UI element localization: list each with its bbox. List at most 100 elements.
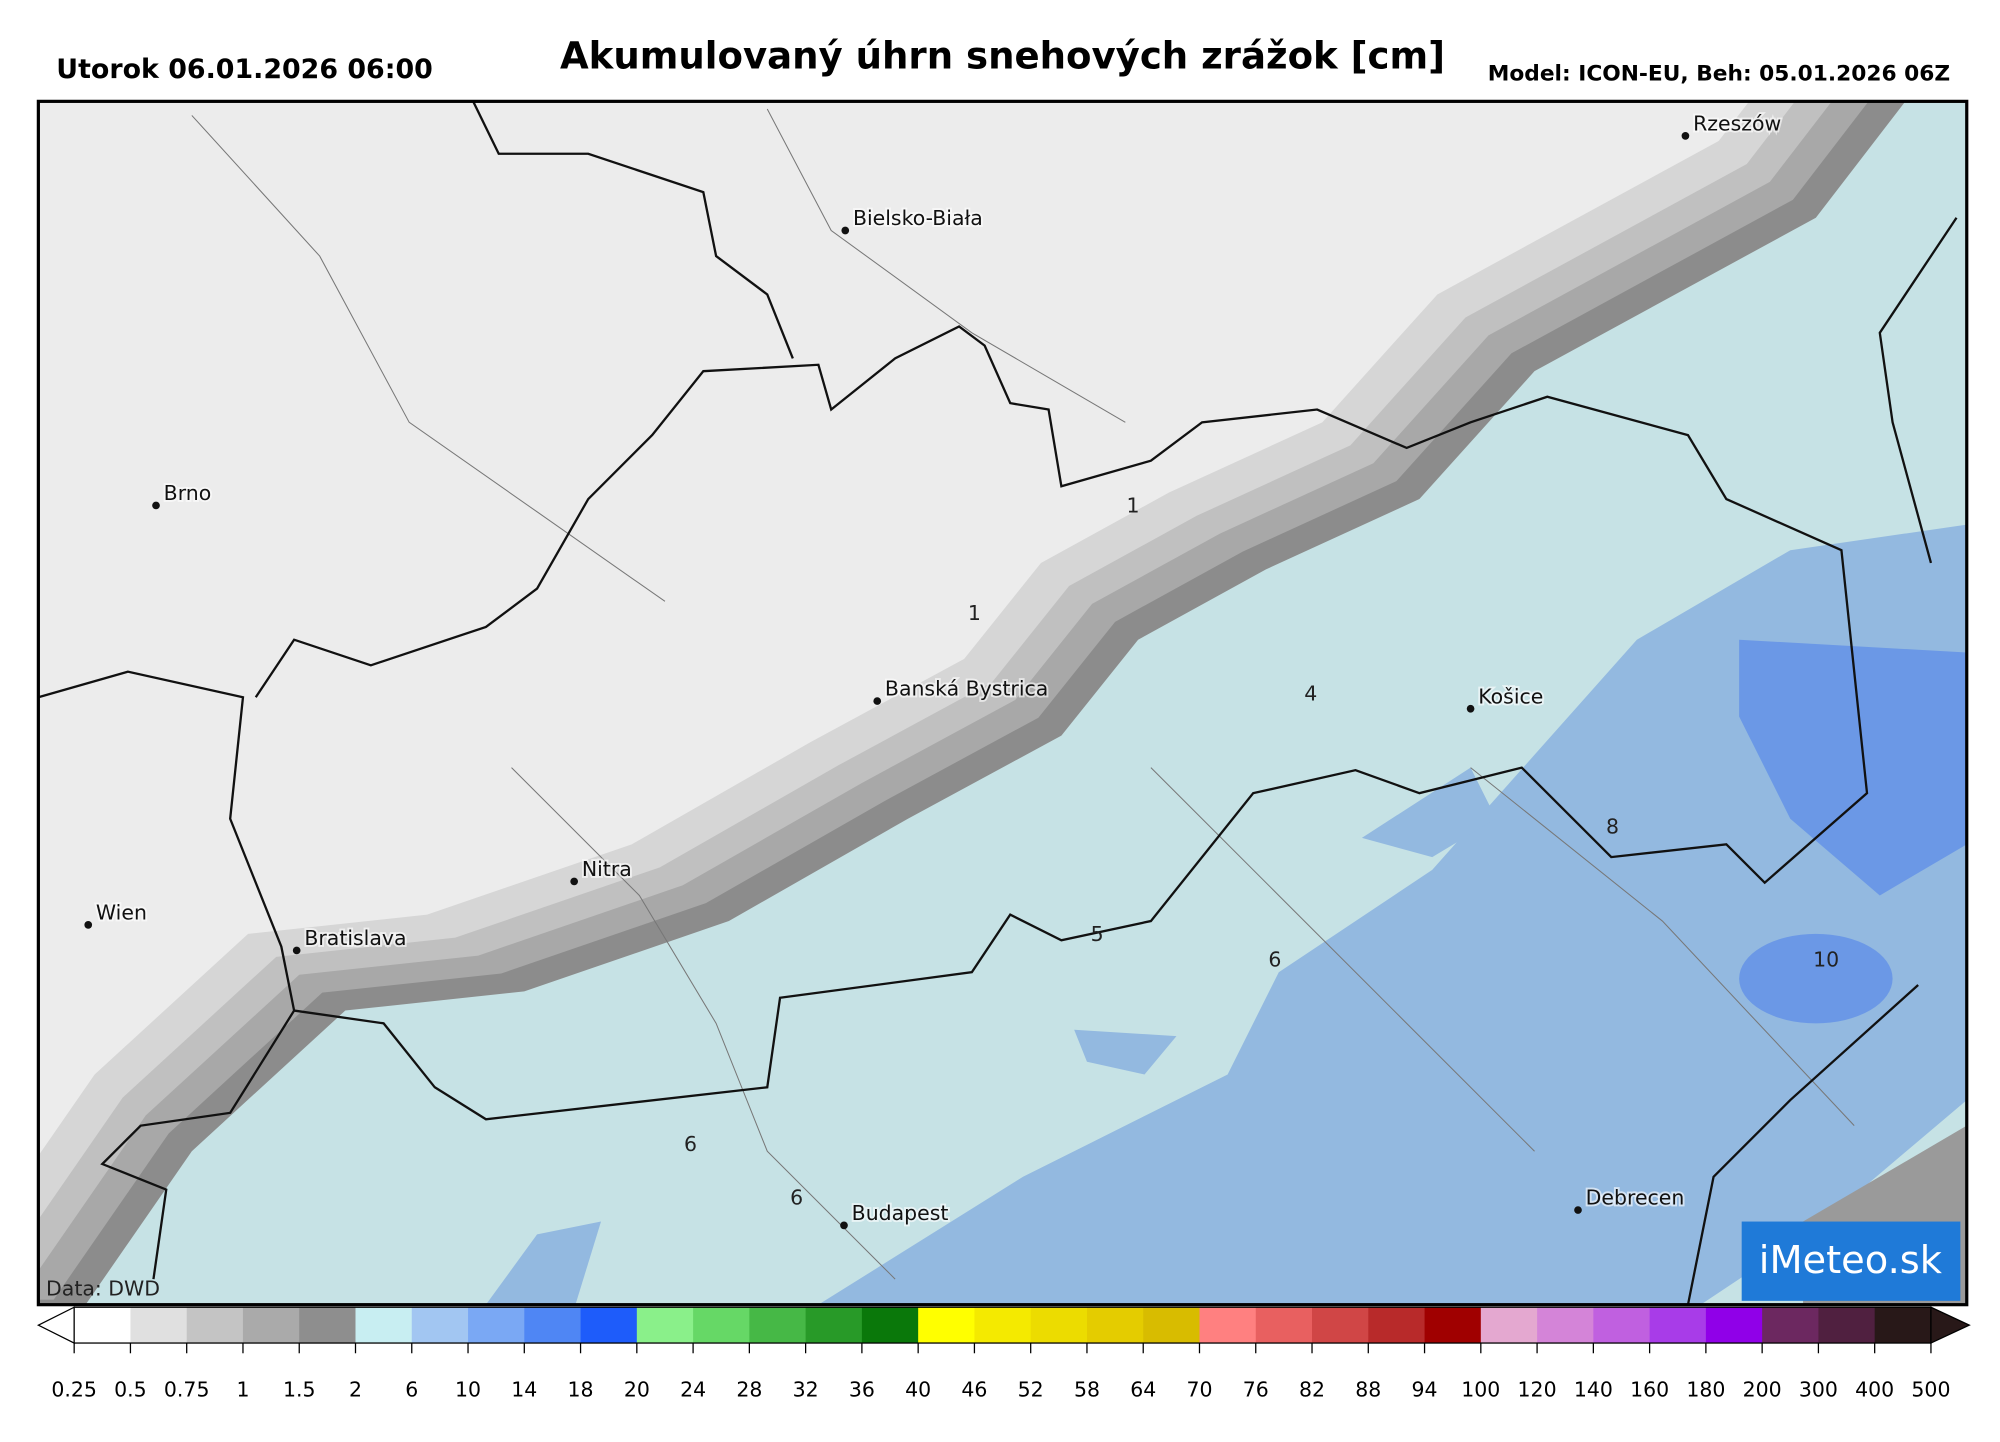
colorbar-tick-label: 40 bbox=[905, 1377, 931, 1401]
colorbar-cell bbox=[1255, 1307, 1313, 1344]
city-label: Nitra bbox=[582, 857, 632, 881]
colorbar-cell bbox=[1030, 1307, 1088, 1344]
data-credit: Data: DWD bbox=[46, 1276, 160, 1300]
colorbar-cell bbox=[468, 1307, 525, 1344]
city-label: Brno bbox=[164, 481, 212, 505]
colorbar-tick-label: 94 bbox=[1412, 1377, 1438, 1401]
date-label: Utorok 06.01.2026 06:00 bbox=[56, 54, 433, 85]
colorbar-tick-label: 76 bbox=[1243, 1377, 1269, 1401]
colorbar-cell bbox=[1649, 1307, 1707, 1344]
city-label: Bielsko-Biała bbox=[853, 206, 983, 230]
colorbar-cell bbox=[411, 1307, 469, 1344]
colorbar-tick-label: 28 bbox=[736, 1377, 762, 1401]
colorbar-tick-label: 46 bbox=[961, 1377, 987, 1401]
map-frame bbox=[36, 99, 1969, 1307]
colorbar-tick-label: 10 bbox=[455, 1377, 481, 1401]
colorbar-tick-label: 300 bbox=[1799, 1377, 1838, 1401]
colorbar-tick-label: 2 bbox=[349, 1377, 362, 1401]
title: Akumulovaný úhrn snehových zrážok [cm] bbox=[560, 34, 1445, 77]
colorbar-tick-label: 400 bbox=[1855, 1377, 1894, 1401]
colorbar-cell bbox=[1424, 1307, 1482, 1344]
colorbar-cell bbox=[918, 1307, 975, 1344]
city-dot bbox=[873, 697, 882, 705]
colorbar-tick-label: 160 bbox=[1630, 1377, 1669, 1401]
colorbar-tick-label: 0.5 bbox=[114, 1377, 147, 1401]
colorbar-cell bbox=[749, 1307, 807, 1344]
colorbar-cell bbox=[355, 1307, 413, 1344]
colorbar-cell bbox=[974, 1307, 1032, 1344]
colorbar-cell bbox=[1593, 1307, 1651, 1344]
colorbar-tick-label: 24 bbox=[680, 1377, 706, 1401]
contour-label: 1 bbox=[1126, 494, 1139, 518]
colorbar-tick-label: 18 bbox=[568, 1377, 594, 1401]
city-label: Bratislava bbox=[304, 926, 406, 950]
colorbar-cell bbox=[186, 1307, 244, 1344]
colorbar-cell bbox=[1818, 1307, 1876, 1344]
city-dot bbox=[841, 226, 850, 235]
logo-box bbox=[1741, 1221, 1961, 1301]
blue-areas bbox=[485, 524, 1967, 1305]
city-label: Debrecen bbox=[1586, 1186, 1685, 1210]
colorbar-tick-label: 32 bbox=[793, 1377, 819, 1401]
contour-label: 10 bbox=[1813, 948, 1839, 972]
city-label: Košice bbox=[1478, 684, 1543, 708]
colorbar-tick-label: 82 bbox=[1299, 1377, 1325, 1401]
colorbar-tick-label: 200 bbox=[1743, 1377, 1782, 1401]
colorbar-tick-label: 500 bbox=[1911, 1377, 1950, 1401]
city-dot bbox=[84, 921, 93, 929]
contour-label: 1 bbox=[968, 601, 981, 625]
colorbar-cell bbox=[1874, 1307, 1932, 1344]
colorbar-tick-label: 70 bbox=[1186, 1377, 1212, 1401]
contour-label: 6 bbox=[1268, 948, 1281, 972]
country-borders bbox=[38, 101, 1958, 1305]
contour-label: 8 bbox=[1606, 815, 1619, 839]
city-dot bbox=[152, 501, 160, 510]
colorbar-cell bbox=[636, 1307, 694, 1344]
contour-label: 4 bbox=[1304, 682, 1317, 706]
colorbar-tick-label: 6 bbox=[405, 1377, 418, 1401]
colorbar-tick-label: 64 bbox=[1130, 1377, 1156, 1401]
model-label: Model: ICON-EU, Beh: 05.01.2026 06Z bbox=[1488, 61, 1950, 86]
contour-label: 6 bbox=[790, 1186, 803, 1210]
logo: iMeteo.sk bbox=[1759, 1238, 1943, 1283]
colorbar-tick-label: 100 bbox=[1461, 1377, 1500, 1401]
colorbar-cell bbox=[1705, 1307, 1763, 1344]
colorbar-tick-label: 1.5 bbox=[283, 1377, 316, 1401]
city-dot bbox=[1574, 1206, 1582, 1214]
colorbar-cell bbox=[1199, 1307, 1257, 1344]
colorbar-tick-label: 1 bbox=[236, 1377, 249, 1401]
colorbar-cell bbox=[1537, 1307, 1594, 1344]
regional-borders bbox=[191, 108, 1855, 1280]
colorbar-cell bbox=[1762, 1307, 1819, 1344]
colorbar-tick-label: 58 bbox=[1074, 1377, 1100, 1401]
colorbar-cell bbox=[1368, 1307, 1425, 1344]
colorbar-cell bbox=[242, 1307, 300, 1344]
colorbar-tick-label: 20 bbox=[624, 1377, 650, 1401]
colorbar-cell bbox=[1312, 1307, 1369, 1344]
colorbar-over bbox=[1930, 1306, 1971, 1345]
colorbar-tick-label: 52 bbox=[1018, 1377, 1044, 1401]
colorbar-cell bbox=[74, 1307, 131, 1344]
colorbar-cell bbox=[861, 1307, 919, 1344]
colorbar-tick-label: 88 bbox=[1355, 1377, 1381, 1401]
colorbar-cell bbox=[130, 1307, 188, 1344]
colorbar-tick-label: 120 bbox=[1518, 1377, 1557, 1401]
contour-label: 6 bbox=[684, 1132, 697, 1156]
city-label: Wien bbox=[96, 900, 147, 924]
colorbar-tick-label: 0.75 bbox=[164, 1377, 210, 1401]
colorbar-cell bbox=[299, 1307, 356, 1344]
city-dot bbox=[292, 946, 301, 955]
city-dot bbox=[1466, 704, 1475, 713]
colorbar-under bbox=[36, 1306, 75, 1345]
city-dot bbox=[570, 877, 579, 886]
city-label: Banská Bystrica bbox=[885, 677, 1048, 701]
colorbar-cell bbox=[524, 1307, 581, 1344]
colorbar-tick-label: 180 bbox=[1686, 1377, 1725, 1401]
city-dot bbox=[840, 1221, 848, 1230]
colorbar-tick-label: 0.25 bbox=[51, 1377, 97, 1401]
colorbar-cell bbox=[1143, 1307, 1200, 1344]
colorbar-cell bbox=[693, 1307, 750, 1344]
snow-band bbox=[38, 101, 1906, 1305]
